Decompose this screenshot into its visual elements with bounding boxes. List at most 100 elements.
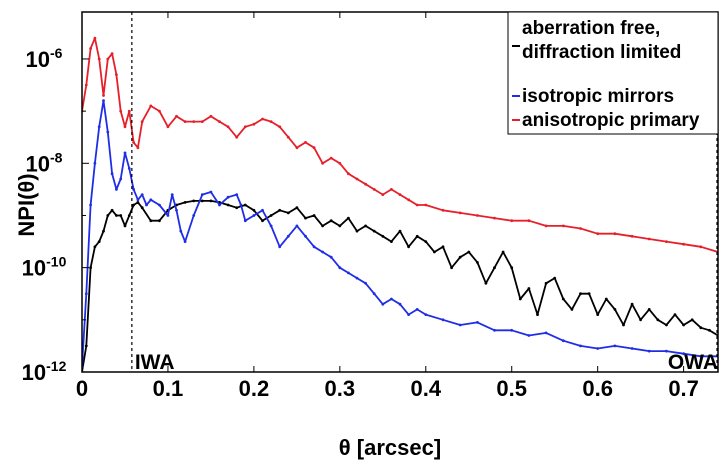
data-point [140,120,144,123]
data-point [239,203,243,207]
data-point [312,214,316,217]
data-point [708,328,711,332]
data-point [179,229,183,233]
legend: aberration free, diffraction limited isotr… [507,11,719,135]
data-point [140,206,144,210]
data-point [115,73,118,76]
data-point [252,122,256,126]
data-point [424,203,428,207]
data-point [304,234,307,238]
data-point [682,352,685,356]
data-point [89,203,92,207]
data-point [630,302,634,306]
data-point [338,224,342,228]
data-point [364,182,367,186]
data-point [527,219,531,223]
data-point [218,203,221,207]
data-point [561,297,565,301]
data-point [123,125,127,129]
data-point [579,344,582,348]
data-point [647,237,651,241]
data-point [347,216,350,220]
data-point [110,52,114,56]
data-point [544,331,548,335]
data-point [312,245,316,249]
data-point [639,318,642,322]
data-point [398,229,402,233]
data-point [261,117,264,121]
data-point [252,208,256,212]
data-point [355,229,359,233]
y-axis-label: NPI(θ) [14,173,39,236]
data-point [183,201,187,204]
annotation-owa: OWA [668,351,718,374]
data-point [561,339,565,343]
data-point [510,328,514,332]
data-point [364,281,367,285]
data-point [136,146,140,150]
data-point [158,219,161,223]
y-tick-label: 10-8 [26,149,63,176]
data-point [192,214,196,217]
data-point [84,292,88,296]
data-point [261,208,264,212]
data-point [286,211,290,215]
data-point [415,308,419,311]
data-point [192,199,196,203]
data-point [149,219,153,223]
data-point [415,203,419,207]
data-point [321,224,324,228]
data-point [476,321,479,324]
data-point [226,125,230,129]
data-point [84,83,88,87]
data-point [544,224,548,228]
data-point [127,214,131,217]
data-point [338,161,342,165]
data-point [355,276,359,280]
data-point [682,242,685,246]
data-point [106,130,110,134]
data-point [145,203,148,207]
data-point [106,57,110,61]
data-point [106,214,110,217]
data-point [278,208,282,212]
data-point [347,271,350,275]
data-point [476,261,479,264]
data-point [235,135,239,139]
data-point [407,313,410,316]
x-tick-label: 0.1 [153,376,184,401]
data-point [347,172,350,176]
data-point [510,219,514,223]
data-point [329,219,333,223]
data-point [304,216,307,220]
data-point [166,214,170,217]
data-point [656,318,660,322]
data-point [110,208,114,212]
legend-label-1: isotropic mirrors [522,86,674,107]
y-tick-label: 10-12 [22,358,67,385]
data-point [127,167,131,170]
data-point [381,234,385,238]
plot-frame [81,11,719,373]
data-point [622,323,625,327]
data-point [200,193,204,197]
data-point [295,146,299,150]
data-point [93,161,97,165]
data-point [226,195,230,199]
legend-box [507,11,719,135]
data-point [613,232,617,236]
data-point [132,188,136,191]
data-point [407,245,410,249]
data-point [493,266,496,270]
data-point [295,206,299,210]
data-point [484,281,488,285]
data-point [476,214,479,217]
data-point [338,266,342,270]
data-point [269,224,273,228]
data-point [200,120,204,123]
annotation-iwa: IWA [135,351,175,374]
data-point [115,214,118,217]
data-point [699,326,703,330]
data-point [226,203,230,207]
data-point [579,292,582,296]
